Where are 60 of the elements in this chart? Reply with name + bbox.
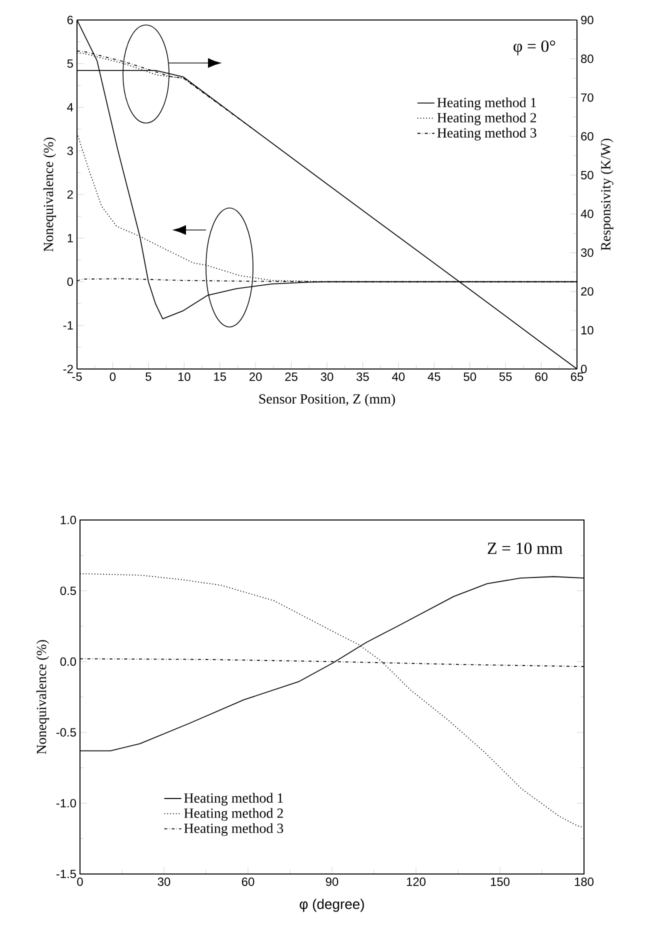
x-tick-label: 60 xyxy=(242,878,254,886)
x-tick-label: 30 xyxy=(158,878,170,886)
y-tick-label: -1.5 xyxy=(56,870,76,878)
x-tick-label: 60 xyxy=(535,372,548,381)
y2-axis-title: Responsivity (K/W) xyxy=(600,138,614,250)
x-tick-label: 0 xyxy=(77,878,83,886)
y-tick-label: 1.0 xyxy=(60,516,76,524)
x-tick-label: 150 xyxy=(490,878,510,886)
y-tick-label: -1.0 xyxy=(56,798,76,808)
x-axis-title: Sensor Position, Z (mm) xyxy=(259,394,395,406)
x-tick-label: 50 xyxy=(464,372,476,381)
x-axis-title: φ (degree) xyxy=(300,898,364,912)
y-axis-title: Nonequivalence (%) xyxy=(43,138,56,252)
x-tick-label: 55 xyxy=(499,372,512,381)
y2-tick-label: 50 xyxy=(580,170,594,180)
x-tick-label: 25 xyxy=(285,372,298,381)
legend-label: Heating method 3 xyxy=(437,128,536,140)
y-axis-title: Nonequivalence (%) xyxy=(36,640,50,754)
y-tick-label: -0.5 xyxy=(56,728,76,737)
x-tick-label: 180 xyxy=(574,878,594,886)
x-tick-label: 5 xyxy=(146,372,152,381)
x-tick-label: 120 xyxy=(406,878,426,886)
x-tick-label: 35 xyxy=(356,372,369,381)
x-tick-label: -5 xyxy=(72,372,82,381)
y2-tick-label: 10 xyxy=(581,326,594,334)
legend-label: Heating method 1 xyxy=(184,792,283,806)
y-tick-label: 0 xyxy=(67,278,74,286)
x-tick-label: 45 xyxy=(428,372,440,381)
y-tick-label: 0.0 xyxy=(60,657,76,666)
y-tick-label: 4 xyxy=(67,103,74,112)
legend-label: Heating method 2 xyxy=(437,112,536,126)
x-tick-label: 30 xyxy=(320,372,334,381)
y2-tick-label: 70 xyxy=(581,93,594,102)
x-tick-label: 10 xyxy=(178,372,190,381)
y2-tick-label: 80 xyxy=(581,54,594,63)
y-tick-label: 6 xyxy=(67,16,73,24)
annotation: φ = 0° xyxy=(514,40,556,56)
y-tick-label: -2 xyxy=(63,364,73,374)
x-tick-label: 15 xyxy=(214,372,226,381)
y2-tick-label: 60 xyxy=(581,132,594,141)
y-tick-label: 5 xyxy=(67,59,73,68)
y-tick-label: -1 xyxy=(63,321,73,330)
y-tick-label: 1 xyxy=(68,234,73,242)
x-tick-label: 0 xyxy=(110,372,116,381)
y2-tick-label: 20 xyxy=(581,287,594,296)
y2-tick-label: 0 xyxy=(580,364,587,374)
legend-label: Heating method 1 xyxy=(437,97,536,110)
x-tick-label: 20 xyxy=(250,372,262,381)
y-tick-label: 0.5 xyxy=(60,586,76,596)
x-tick-label: 65 xyxy=(570,372,584,381)
y2-tick-label: 90 xyxy=(581,16,594,24)
legend-label: Heating method 2 xyxy=(184,808,283,821)
y-tick-label: 3 xyxy=(67,146,73,156)
legend-label: Heating method 3 xyxy=(184,823,284,836)
y-tick-label: 2 xyxy=(67,190,73,199)
y2-tick-label: 40 xyxy=(580,210,594,218)
annotation: Z = 10 mm xyxy=(488,542,563,554)
x-tick-label: 40 xyxy=(392,372,405,381)
x-tick-label: 90 xyxy=(326,878,338,886)
y2-tick-label: 30 xyxy=(580,248,594,257)
